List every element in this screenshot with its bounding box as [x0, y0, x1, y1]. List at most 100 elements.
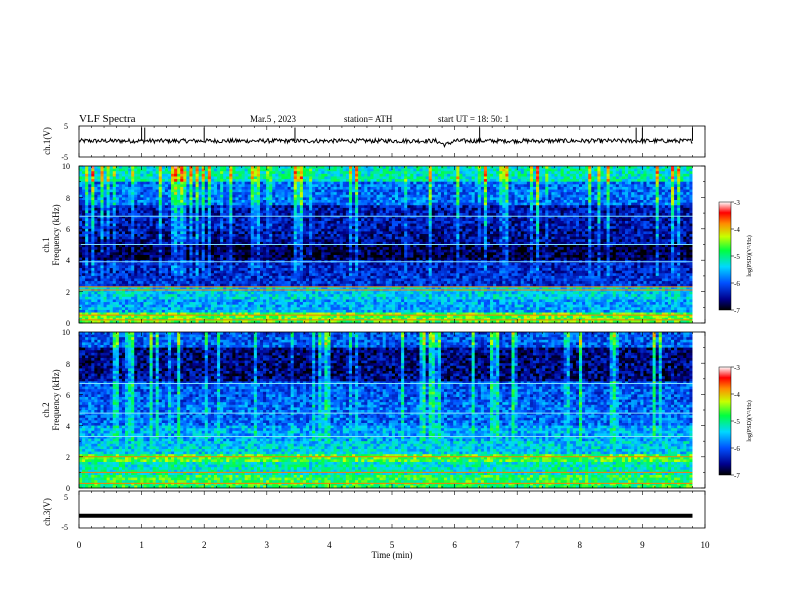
spectrogram-cell: [465, 181, 469, 185]
spectrogram-cell: [563, 168, 568, 172]
spectrogram-cell: [180, 213, 184, 217]
spectrogram-cell: [164, 179, 169, 183]
spectrogram-cell: [143, 213, 147, 217]
spectrogram-cell: [309, 228, 313, 232]
spectrogram-cell: [677, 218, 681, 222]
spectrogram-cell: [621, 226, 626, 230]
spectrogram-cell: [514, 186, 519, 190]
spectrogram-cell: [180, 202, 184, 206]
spectrogram-cell: [259, 202, 264, 206]
spectrogram-cell: [674, 166, 678, 170]
spectrogram-cell: [256, 176, 261, 180]
spectrogram-cell: [677, 205, 681, 209]
spectrogram-cell: [266, 215, 270, 219]
spectrogram-cell: [241, 207, 246, 211]
spectrogram-cell: [477, 192, 482, 196]
spectrogram-cell: [643, 218, 647, 222]
spectrogram-cell: [658, 184, 663, 188]
spectrogram-cell: [554, 192, 558, 196]
spectrogram-cell: [171, 186, 175, 190]
spectrogram-cell: [456, 176, 460, 180]
spectrogram-cell: [128, 166, 132, 170]
spectrogram-cell: [440, 205, 445, 209]
spectrogram-cell: [373, 200, 377, 204]
spectrogram-cell: [508, 226, 512, 230]
spectrogram-cell: [312, 171, 316, 175]
spectrogram-cell: [140, 189, 144, 193]
spectrogram-cell: [508, 166, 512, 170]
spectrogram-cell: [431, 194, 436, 198]
spectrogram-cell: [456, 220, 460, 224]
spectrogram-cell: [232, 226, 236, 230]
spectrogram-cell: [444, 181, 448, 185]
spectrogram-cell: [582, 173, 586, 177]
spectrogram-cell: [434, 226, 439, 230]
spectrogram-cell: [355, 213, 359, 217]
spectrogram-cell: [158, 194, 163, 198]
spectrogram-cell: [118, 207, 123, 211]
spectrogram-cell: [321, 200, 325, 204]
spectrogram-cell: [287, 168, 292, 172]
spectrogram-cell: [256, 184, 261, 188]
spectrogram-cell: [198, 173, 203, 177]
spectrogram-cell: [618, 171, 623, 175]
spectrogram-cell: [689, 213, 693, 217]
spectrogram-cell: [493, 210, 497, 214]
spectrogram-cell: [186, 202, 190, 206]
spectrogram-cell: [238, 202, 242, 206]
spectrogram-cell: [131, 173, 135, 177]
spectrogram-cell: [585, 215, 589, 219]
spectrogram-cell: [321, 176, 325, 180]
spectrogram-cell: [444, 218, 448, 222]
spectrogram-cell: [299, 207, 304, 211]
spectrogram-cell: [609, 197, 614, 201]
spectrogram-cell: [612, 220, 617, 224]
spectrogram-cell: [137, 213, 141, 217]
spectrogram-cell: [235, 210, 239, 214]
spectrogram-cell: [149, 197, 154, 201]
spectrogram-cell: [667, 192, 672, 196]
spectrogram-cell: [195, 194, 200, 198]
spectrogram-cell: [508, 168, 512, 172]
spectrogram-cell: [241, 181, 246, 185]
spectrogram-cell: [649, 200, 654, 204]
spectrogram-cell: [640, 176, 644, 180]
spectrogram-cell: [229, 181, 233, 185]
spectrogram-cell: [468, 210, 473, 214]
spectrogram-cell: [569, 186, 574, 190]
spectrogram-cell: [514, 215, 519, 219]
spectrogram-cell: [330, 213, 334, 217]
spectrogram-cell: [94, 192, 98, 196]
spectrogram-cell: [615, 205, 620, 209]
spectrogram-cell: [474, 192, 479, 196]
spectrogram-cell: [634, 173, 638, 177]
spectrogram-cell: [330, 179, 334, 183]
spectrogram-cell: [404, 184, 408, 188]
spectrogram-cell: [364, 200, 368, 204]
ch1-spectrogram-panel: 0 2 4 6 8 10 ch.1 Frequency (kHz): [41, 162, 706, 328]
spectrogram-cell: [477, 179, 482, 183]
spectrogram-cell: [450, 197, 454, 201]
spectrogram-cell: [238, 176, 242, 180]
spectrogram-cell: [112, 226, 117, 230]
spectrogram-cell: [486, 192, 491, 196]
spectrogram-cell: [566, 215, 571, 219]
spectrogram-cell: [226, 179, 230, 183]
spectrogram-cell: [137, 166, 141, 170]
spectrogram-cell: [226, 176, 230, 180]
spectrogram-cell: [250, 168, 255, 172]
spectrogram-cell: [671, 213, 675, 217]
spectrogram-cell: [566, 173, 571, 177]
spectrogram-cell: [134, 228, 138, 232]
spectrogram-cell: [244, 205, 249, 209]
spectrogram-cell: [496, 223, 500, 227]
spectrogram-cell: [462, 213, 466, 217]
spectrogram-cell: [557, 226, 561, 230]
spectrogram-cell: [677, 176, 681, 180]
spectrogram-cell: [677, 197, 681, 201]
spectrogram-cell: [352, 181, 356, 185]
spectrogram-cell: [339, 213, 344, 217]
spectrogram-cell: [652, 192, 657, 196]
spectrogram-cell: [404, 192, 408, 196]
spectrogram-cell: [192, 186, 196, 190]
